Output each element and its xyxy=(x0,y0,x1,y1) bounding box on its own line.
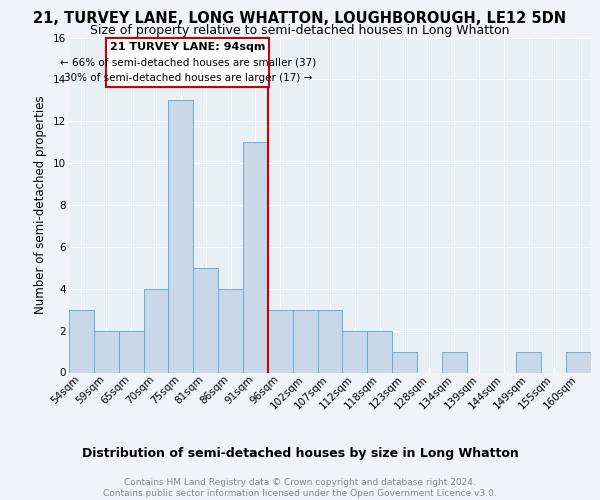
Bar xyxy=(566,352,591,372)
Bar xyxy=(243,142,268,372)
Bar xyxy=(317,310,343,372)
Y-axis label: Number of semi-detached properties: Number of semi-detached properties xyxy=(34,96,47,314)
Bar xyxy=(193,268,218,372)
Text: 21 TURVEY LANE: 94sqm: 21 TURVEY LANE: 94sqm xyxy=(110,42,265,52)
Bar xyxy=(442,352,467,372)
Bar xyxy=(218,289,243,372)
Bar xyxy=(392,352,417,372)
Bar xyxy=(94,330,119,372)
Bar xyxy=(169,100,193,372)
Text: Contains HM Land Registry data © Crown copyright and database right 2024.
Contai: Contains HM Land Registry data © Crown c… xyxy=(103,478,497,498)
Text: 30% of semi-detached houses are larger (17) →: 30% of semi-detached houses are larger (… xyxy=(64,73,312,83)
Bar xyxy=(143,289,169,372)
Text: 21, TURVEY LANE, LONG WHATTON, LOUGHBOROUGH, LE12 5DN: 21, TURVEY LANE, LONG WHATTON, LOUGHBORO… xyxy=(34,11,566,26)
Bar xyxy=(293,310,317,372)
Bar xyxy=(106,38,269,86)
Text: Distribution of semi-detached houses by size in Long Whatton: Distribution of semi-detached houses by … xyxy=(82,448,518,460)
Bar xyxy=(367,330,392,372)
Bar xyxy=(268,310,293,372)
Bar xyxy=(517,352,541,372)
Text: ← 66% of semi-detached houses are smaller (37): ← 66% of semi-detached houses are smalle… xyxy=(59,57,316,67)
Text: Size of property relative to semi-detached houses in Long Whatton: Size of property relative to semi-detach… xyxy=(90,24,510,37)
Bar xyxy=(119,330,143,372)
Bar xyxy=(343,330,367,372)
Bar xyxy=(69,310,94,372)
